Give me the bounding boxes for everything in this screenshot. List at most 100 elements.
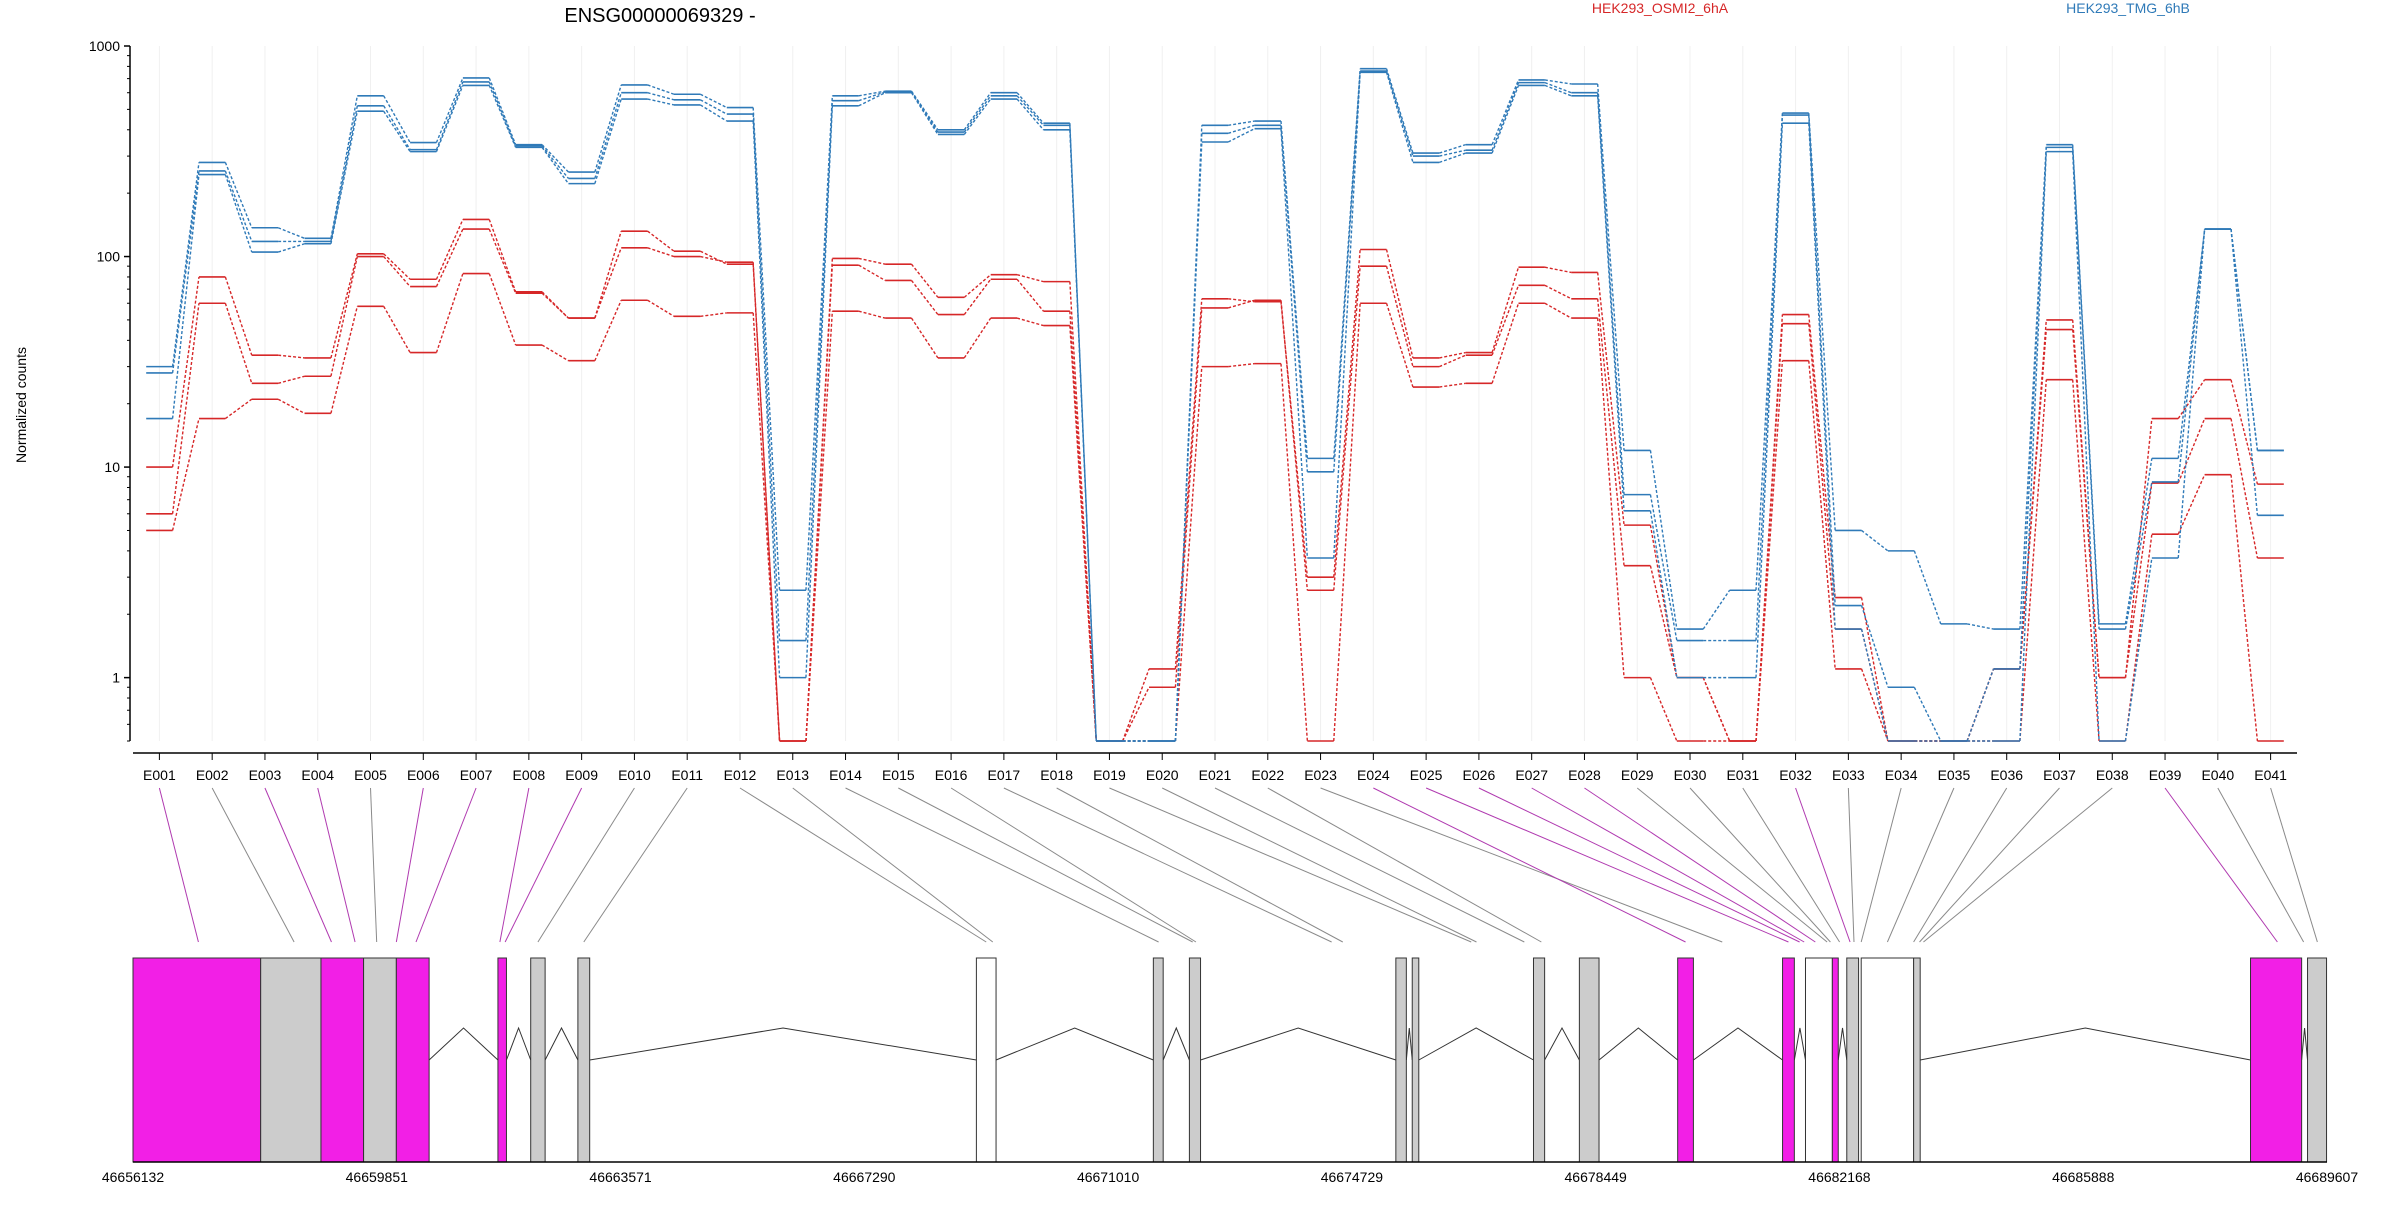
bin-connector <box>1919 787 2060 943</box>
series-transition <box>1069 125 1097 742</box>
series-transition <box>330 105 359 242</box>
series-transition <box>1016 95 1044 126</box>
series-transition <box>224 303 253 384</box>
x-tick-label: E038 <box>2096 767 2129 783</box>
series-transition <box>1439 143 1466 154</box>
bin-connector <box>1161 787 1477 943</box>
exon-block <box>975 957 997 1163</box>
series-transition <box>1808 360 1836 669</box>
bin-connector <box>2217 787 2305 943</box>
series-transition <box>1122 686 1150 742</box>
series-transition <box>1808 114 1836 606</box>
series-transition <box>1966 623 1994 630</box>
x-tick-label: E025 <box>1410 767 1443 783</box>
series-transition <box>963 278 992 316</box>
series-transition <box>1544 84 1572 97</box>
intron-line <box>2301 1027 2309 1061</box>
exon-block <box>1913 957 1921 1163</box>
series-transition <box>1228 120 1255 127</box>
series-transition <box>2230 379 2259 485</box>
legend-entry-osmi2: HEK293_OSMI2_6hA <box>1592 0 1729 16</box>
bin-connector <box>2164 787 2278 943</box>
chart-title: ENSG00000069329 - <box>564 5 755 27</box>
series-transition <box>2124 482 2153 678</box>
y-axis-label: Normalized counts <box>13 347 29 463</box>
series-transition <box>858 257 886 265</box>
x-tick-label: E020 <box>1146 767 1179 783</box>
series-transition <box>858 91 886 102</box>
series-transition <box>171 174 200 419</box>
series-transition <box>435 228 464 287</box>
x-tick-label: E030 <box>1674 767 1707 783</box>
series-transition <box>1174 366 1203 742</box>
series-transition <box>1596 318 1625 678</box>
series-transition <box>1544 302 1572 319</box>
series-transition <box>1491 85 1520 154</box>
series-transition <box>435 273 464 353</box>
x-tick-label: E014 <box>829 767 862 783</box>
series-transition <box>594 92 622 179</box>
intron-line <box>1837 1027 1848 1061</box>
series-transition <box>488 273 517 346</box>
series-transition <box>963 98 992 135</box>
y-tick-label: 100 <box>97 249 121 265</box>
series-transition <box>1649 525 1678 678</box>
bin-connector <box>370 787 378 943</box>
series-transition <box>383 110 411 153</box>
series-transition <box>1439 149 1466 157</box>
series-transition <box>752 312 781 742</box>
series-transition <box>910 280 939 316</box>
chart-text: ENSG00000069329 - HEK293_OSMI2_6hA HEK29… <box>13 0 2190 463</box>
series-transition <box>963 274 992 298</box>
exon-block <box>1860 957 1915 1163</box>
series-transition <box>383 105 411 150</box>
series-transition <box>1280 363 1309 742</box>
genomic-tick-label: 46656132 <box>102 1169 165 1185</box>
series-transition <box>1808 323 1836 630</box>
series-transition <box>2230 229 2259 516</box>
series-transition <box>1174 141 1203 742</box>
series-transition <box>1860 628 1889 742</box>
series-transition <box>224 170 253 242</box>
series-transition <box>1016 274 1044 283</box>
series-transition <box>752 107 781 591</box>
intron-line <box>1162 1026 1190 1061</box>
series-transition <box>858 310 886 319</box>
exon-block <box>395 957 430 1163</box>
series-transition <box>647 92 675 101</box>
series-transition <box>2177 379 2206 419</box>
x-tick-label: E022 <box>1251 767 1284 783</box>
series-transition <box>435 81 464 150</box>
exon-block <box>1677 957 1694 1163</box>
x-tick-label: E039 <box>2149 767 2182 783</box>
series-transition <box>700 312 727 318</box>
series-transition <box>1596 95 1625 511</box>
series-transition <box>330 306 358 414</box>
series-transition <box>1016 317 1044 327</box>
x-tick-label: E005 <box>354 767 387 783</box>
series-transition <box>647 84 675 95</box>
x-tick-label: E027 <box>1515 767 1548 783</box>
exon-block <box>320 957 365 1163</box>
series-transition <box>1174 307 1203 688</box>
bin-connector <box>1109 787 1472 943</box>
x-tick-label: E036 <box>1990 767 2023 783</box>
x-tick-label: E015 <box>882 767 915 783</box>
genomic-tick-label: 46659851 <box>346 1169 409 1185</box>
bin-connector <box>1425 787 1789 943</box>
series-transition <box>1385 249 1414 359</box>
series-lines <box>146 67 2284 742</box>
intron-line <box>1693 1027 1783 1061</box>
x-tick-label: E028 <box>1568 767 1601 783</box>
series-transition <box>2071 329 2100 678</box>
series-transition <box>1860 597 1889 742</box>
exon-block <box>2307 957 2328 1163</box>
genomic-tick-label: 46663571 <box>589 1169 652 1185</box>
exon-block <box>1395 957 1407 1163</box>
series-3 <box>146 272 2284 742</box>
series-transition <box>1860 605 1889 688</box>
intron-line <box>428 1027 499 1061</box>
exon-block <box>1831 957 1839 1163</box>
series-transition <box>1649 677 1678 742</box>
